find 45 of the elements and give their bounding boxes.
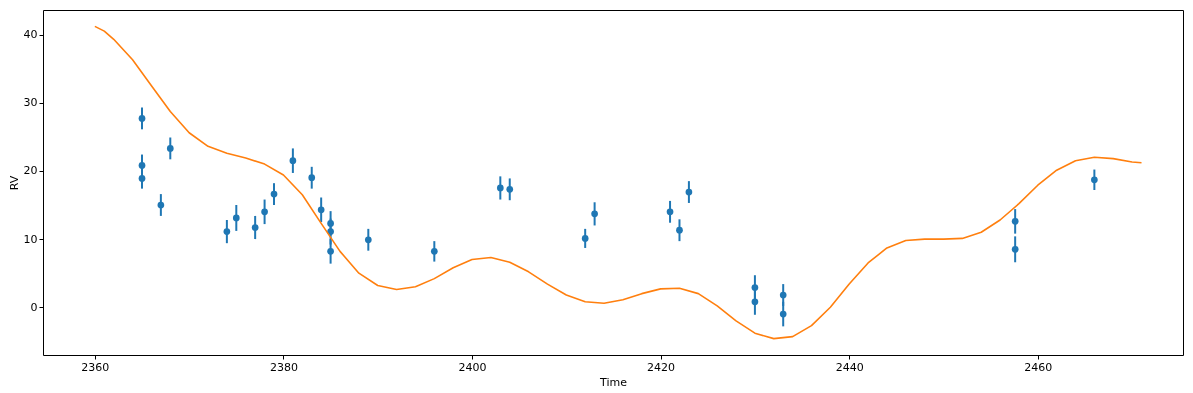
y-tick-label: 20	[23, 164, 38, 178]
point	[138, 175, 146, 182]
point	[506, 185, 514, 193]
point	[289, 157, 297, 165]
x-tick-label: 2460	[1024, 360, 1053, 374]
y-tick-label: 30	[23, 96, 38, 110]
point	[138, 162, 146, 169]
point	[327, 248, 334, 255]
point	[666, 208, 674, 216]
y-tick-label: 10	[23, 232, 38, 246]
y-axis-title: RV	[7, 175, 21, 191]
x-tick-label: 2400	[458, 360, 487, 374]
point	[261, 208, 268, 216]
point	[591, 210, 598, 218]
point	[166, 145, 174, 152]
x-axis-title: Time	[599, 375, 628, 389]
point	[430, 248, 438, 255]
point	[1011, 218, 1019, 225]
point	[1091, 176, 1098, 184]
point	[308, 174, 316, 182]
point	[581, 235, 589, 242]
point	[317, 206, 325, 214]
point	[751, 298, 759, 306]
point	[270, 190, 278, 198]
point	[251, 224, 259, 231]
x-tick-label: 2420	[647, 360, 676, 374]
point	[685, 188, 693, 196]
x-tick-label: 2380	[269, 360, 298, 374]
line-series	[94, 25, 1143, 340]
point	[779, 291, 787, 299]
point	[364, 236, 372, 244]
point	[327, 220, 334, 227]
point	[751, 284, 759, 291]
y-tick-label: 0	[30, 300, 38, 314]
point	[779, 310, 787, 318]
point	[157, 201, 165, 209]
point	[676, 226, 683, 234]
point	[232, 214, 240, 222]
y-tick-label: 40	[23, 28, 38, 42]
point	[138, 115, 146, 122]
x-tick-label: 2360	[81, 360, 110, 374]
point	[1011, 245, 1019, 253]
point	[496, 184, 504, 192]
x-tick-label: 2440	[835, 360, 864, 374]
point	[223, 228, 231, 235]
